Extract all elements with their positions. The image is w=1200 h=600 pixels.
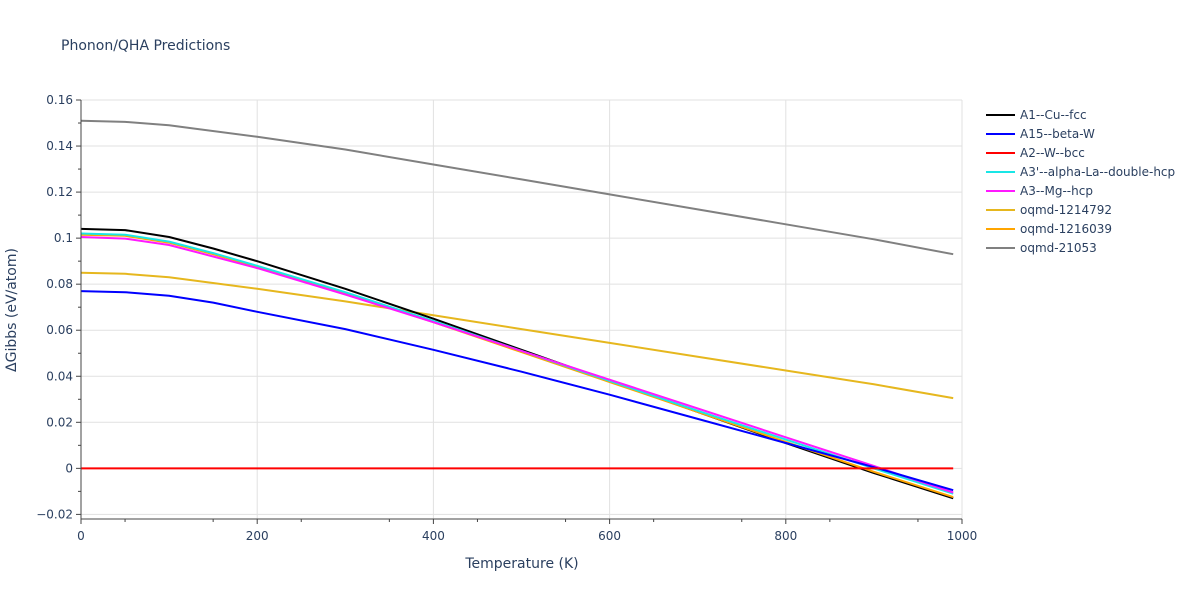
y-axis-title: ΔGibbs (eV/atom) bbox=[4, 248, 20, 372]
chart-title: Phonon/QHA Predictions bbox=[61, 38, 230, 54]
legend-label: A3--Mg--hcp bbox=[1020, 184, 1093, 198]
y-tick-label: 0.14 bbox=[46, 139, 73, 153]
y-tick-label: 0.04 bbox=[46, 369, 73, 383]
x-tick-label: 800 bbox=[774, 529, 797, 543]
y-tick-label: 0.02 bbox=[46, 415, 73, 429]
y-tick-label: −0.02 bbox=[36, 507, 73, 521]
legend-label: oqmd-1216039 bbox=[1020, 222, 1112, 236]
legend-item[interactable]: A3--Mg--hcp bbox=[986, 184, 1093, 198]
legend[interactable]: A1--Cu--fcc A15--beta-W A2--W--bcc A3'--alp… bbox=[986, 108, 1175, 255]
y-tick-label: 0 bbox=[65, 461, 73, 475]
legend-item[interactable]: A2--W--bcc bbox=[986, 146, 1085, 160]
legend-label: A2--W--bcc bbox=[1020, 146, 1085, 160]
series-line-oqmd-1214792 bbox=[80, 271, 954, 400]
y-tick-label: 0.06 bbox=[46, 323, 73, 337]
y-tick-label: 0.16 bbox=[46, 93, 73, 107]
legend-item[interactable]: oqmd-1214792 bbox=[986, 203, 1112, 217]
x-tick-labels: 0 200 400 600 800 1000 bbox=[77, 529, 977, 543]
legend-item[interactable]: oqmd-1216039 bbox=[986, 222, 1112, 236]
y-tick-label: 0.12 bbox=[46, 185, 73, 199]
series-line-oqmd-21053 bbox=[80, 119, 954, 256]
x-tick-label: 600 bbox=[598, 529, 621, 543]
x-tick-label: 0 bbox=[77, 529, 85, 543]
legend-item[interactable]: A3'--alpha-La--double-hcp bbox=[986, 165, 1175, 179]
x-axis-title: Temperature (K) bbox=[464, 556, 578, 572]
legend-label: oqmd-21053 bbox=[1020, 241, 1097, 255]
x-tick-label: 1000 bbox=[947, 529, 978, 543]
axes bbox=[76, 99, 963, 524]
legend-item[interactable]: oqmd-21053 bbox=[986, 241, 1097, 255]
series-lines bbox=[80, 119, 954, 500]
series-line-a15-beta-w bbox=[80, 290, 954, 492]
legend-item[interactable]: A15--beta-W bbox=[986, 127, 1095, 141]
legend-label: oqmd-1214792 bbox=[1020, 203, 1112, 217]
series-line-a3-alpha-la-double-hcp bbox=[80, 232, 954, 495]
y-tick-labels: −0.02 0 0.02 0.04 0.06 0.08 0.1 0.12 0.14 0.16 bbox=[36, 93, 73, 521]
y-tick-label: 0.08 bbox=[46, 277, 73, 291]
legend-label: A15--beta-W bbox=[1020, 127, 1095, 141]
x-tick-label: 200 bbox=[246, 529, 269, 543]
x-tick-label: 400 bbox=[422, 529, 445, 543]
series-line-a3-mg-hcp bbox=[80, 236, 954, 494]
legend-label: A3'--alpha-La--double-hcp bbox=[1020, 165, 1175, 179]
y-tick-label: 0.1 bbox=[54, 231, 73, 245]
legend-item[interactable]: A1--Cu--fcc bbox=[986, 108, 1087, 122]
legend-label: A1--Cu--fcc bbox=[1020, 108, 1087, 122]
